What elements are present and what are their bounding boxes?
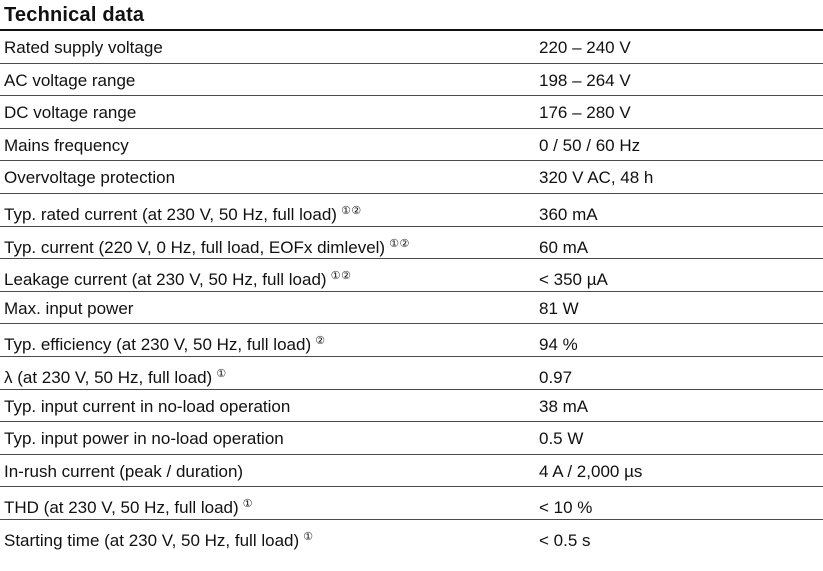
table-row: Mains frequency 0 / 50 / 60 Hz — [0, 129, 823, 162]
table-row: Typ. input power in no-load operation 0.… — [0, 422, 823, 455]
row-value: 38 mA — [539, 396, 589, 416]
row-value: 198 – 264 V — [539, 70, 631, 90]
table-row: λ (at 230 V, 50 Hz, full load) ① 0.97 — [0, 357, 823, 390]
footnote-marker: ①② — [330, 270, 352, 283]
title-divider — [0, 29, 823, 31]
row-value: 220 – 240 V — [539, 38, 631, 57]
footnote-marker: ①② — [389, 237, 410, 250]
row-value: 0.5 W — [539, 429, 584, 449]
row-label: Mains frequency — [4, 135, 129, 155]
table-row: DC voltage range 176 – 280 V — [0, 96, 823, 129]
row-label: Overvoltage protection — [4, 168, 176, 188]
technical-data-table: Rated supply voltage 220 – 240 V AC volt… — [0, 31, 823, 553]
table-row: Max. input power 81 W — [0, 292, 823, 325]
row-value: 4 A / 2,000 µs — [539, 461, 643, 481]
table-row: Starting time (at 230 V, 50 Hz, full loa… — [0, 520, 823, 553]
row-value: 176 – 280 V — [539, 103, 631, 123]
row-label: Typ. rated current (at 230 V, 50 Hz, ful… — [4, 204, 362, 224]
row-value: < 350 µA — [539, 270, 608, 290]
section-title: Technical data — [4, 4, 145, 26]
table-row: Typ. efficiency (at 230 V, 50 Hz, full l… — [0, 324, 823, 357]
row-label: Max. input power — [4, 298, 134, 318]
row-label: Typ. current (220 V, 0 Hz, full load, EO… — [4, 237, 410, 257]
row-label: AC voltage range — [4, 70, 136, 90]
table-row: THD (at 230 V, 50 Hz, full load) ① < 10 % — [0, 487, 823, 520]
row-value: 81 W — [539, 298, 579, 318]
row-label: THD (at 230 V, 50 Hz, full load) ① — [4, 498, 254, 518]
footnote-marker: ①② — [340, 204, 362, 217]
row-value: < 10 % — [539, 498, 593, 518]
table-row: Typ. current (220 V, 0 Hz, full load, EO… — [0, 227, 823, 260]
footnote-marker: ① — [242, 498, 254, 511]
row-label: In-rush current (peak / duration) — [4, 461, 244, 481]
row-value: 0.97 — [539, 367, 573, 387]
footnote-marker: ① — [303, 530, 314, 543]
row-label: Leakage current (at 230 V, 50 Hz, full l… — [4, 270, 352, 290]
footnote-marker: ② — [315, 335, 326, 348]
table-row: AC voltage range 198 – 264 V — [0, 64, 823, 97]
row-label: Typ. input current in no-load operation — [4, 396, 291, 416]
table-row: Typ. rated current (at 230 V, 50 Hz, ful… — [0, 194, 823, 227]
row-value: 94 % — [539, 335, 578, 355]
row-label: λ (at 230 V, 50 Hz, full load) ① — [4, 367, 227, 387]
table-row: Typ. input current in no-load operation … — [0, 390, 823, 423]
table-row: Leakage current (at 230 V, 50 Hz, full l… — [0, 259, 823, 292]
row-value: 0 / 50 / 60 Hz — [539, 135, 641, 155]
row-value: 360 mA — [539, 204, 598, 224]
table-row: In-rush current (peak / duration) 4 A / … — [0, 455, 823, 488]
row-value: 320 V AC, 48 h — [539, 168, 654, 188]
table-row: Overvoltage protection 320 V AC, 48 h — [0, 161, 823, 194]
row-label: Typ. efficiency (at 230 V, 50 Hz, full l… — [4, 335, 326, 355]
row-value: 60 mA — [539, 237, 589, 257]
row-label: Typ. input power in no-load operation — [4, 429, 284, 449]
row-value: < 0.5 s — [539, 530, 591, 550]
footnote-marker: ① — [216, 367, 227, 380]
row-label: Starting time (at 230 V, 50 Hz, full loa… — [4, 530, 314, 550]
row-label: DC voltage range — [4, 103, 137, 123]
table-row: Rated supply voltage 220 – 240 V — [0, 31, 823, 64]
row-label: Rated supply voltage — [4, 38, 163, 57]
